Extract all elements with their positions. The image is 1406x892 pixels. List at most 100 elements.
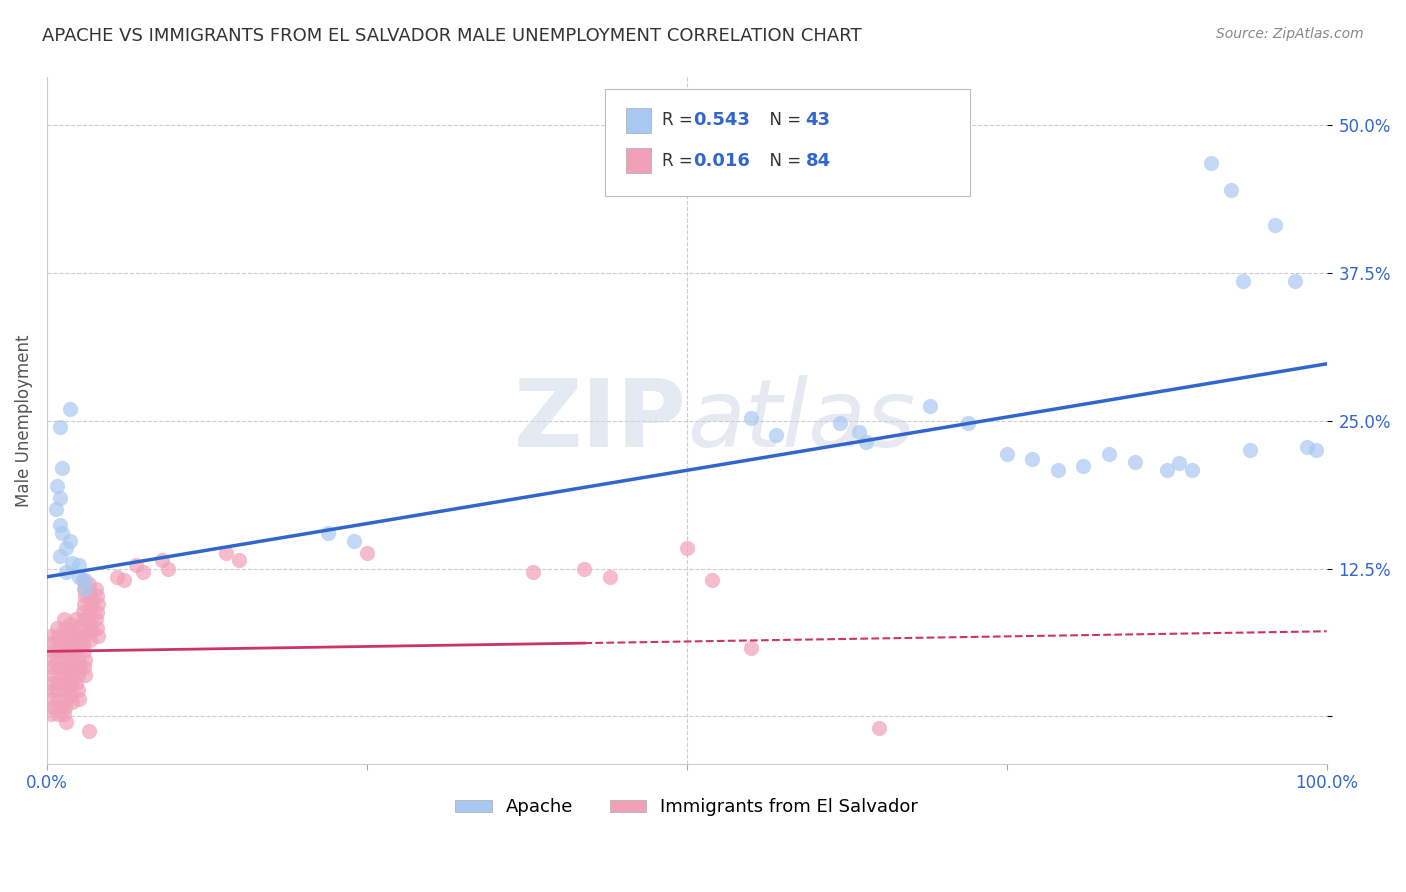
Point [59, 680, 82, 694]
Point [66, 621, 89, 635]
Point [53, 636, 76, 650]
Text: Source: ZipAtlas.com: Source: ZipAtlas.com [1216, 27, 1364, 41]
Point [65, 612, 87, 626]
Point [67, 570, 90, 584]
Point [868, 722, 890, 736]
Point [150, 553, 173, 567]
Point [46, 479, 69, 493]
Point [53, 700, 76, 714]
Point [41, 683, 63, 698]
Point [60, 672, 83, 686]
Point [86, 605, 108, 619]
Point [77, 723, 100, 738]
Point [80, 593, 103, 607]
Point [48, 636, 70, 650]
Point [80, 624, 103, 639]
Point [53, 668, 76, 682]
Point [48, 644, 70, 658]
Point [46, 621, 69, 635]
Point [73, 629, 96, 643]
Point [356, 546, 378, 560]
Point [318, 526, 340, 541]
Point [48, 549, 70, 563]
Point [855, 434, 877, 449]
Point [105, 570, 128, 584]
Point [48, 660, 70, 674]
Text: 0.543: 0.543 [693, 112, 749, 129]
Point [72, 574, 94, 588]
Text: 84: 84 [806, 152, 831, 169]
Point [41, 653, 63, 667]
Point [65, 644, 87, 658]
Point [48, 517, 70, 532]
Point [1156, 463, 1178, 477]
Point [1123, 455, 1146, 469]
Point [67, 660, 90, 674]
Point [1168, 456, 1191, 470]
Point [1021, 451, 1043, 466]
Text: APACHE VS IMMIGRANTS FROM EL SALVADOR MALE UNEMPLOYMENT CORRELATION CHART: APACHE VS IMMIGRANTS FROM EL SALVADOR MA… [42, 27, 862, 45]
Point [39, 629, 62, 643]
Point [55, 715, 77, 730]
Point [73, 660, 96, 674]
Point [740, 640, 762, 655]
Point [45, 502, 67, 516]
Point [79, 617, 101, 632]
Point [52, 676, 75, 690]
Text: 43: 43 [806, 112, 831, 129]
Point [62, 556, 84, 570]
Point [343, 534, 366, 549]
Point [1201, 155, 1223, 169]
Point [765, 427, 787, 442]
Point [599, 570, 621, 584]
Point [59, 617, 82, 632]
Point [75, 668, 97, 682]
Text: atlas: atlas [686, 376, 915, 467]
Point [41, 636, 63, 650]
Point [42, 700, 65, 714]
Point [51, 461, 73, 475]
Point [39, 691, 62, 706]
Point [59, 648, 82, 662]
Point [39, 707, 62, 722]
Point [48, 419, 70, 434]
Point [1098, 447, 1121, 461]
Point [79, 600, 101, 615]
Point [55, 691, 77, 706]
Point [79, 585, 101, 599]
Point [48, 629, 70, 643]
Point [918, 400, 941, 414]
Point [39, 676, 62, 690]
Point [1219, 183, 1241, 197]
Point [59, 401, 82, 416]
Y-axis label: Male Unemployment: Male Unemployment [15, 334, 32, 507]
Point [73, 644, 96, 658]
Point [42, 644, 65, 658]
Point [48, 491, 70, 505]
Point [48, 691, 70, 706]
Point [66, 653, 89, 667]
Point [157, 561, 180, 575]
Point [1284, 274, 1306, 288]
Point [215, 546, 238, 560]
Point [66, 636, 89, 650]
Text: ZIP: ZIP [513, 375, 686, 467]
Point [66, 668, 89, 682]
Point [72, 636, 94, 650]
Point [86, 589, 108, 603]
Point [55, 565, 77, 579]
Point [84, 582, 107, 596]
Point [1296, 440, 1319, 454]
Point [77, 577, 100, 591]
Point [1264, 219, 1286, 233]
Point [87, 597, 110, 611]
Point [72, 605, 94, 619]
Point [52, 644, 75, 658]
Text: N =: N = [759, 152, 807, 169]
Point [1073, 458, 1095, 473]
Point [51, 526, 73, 541]
Point [55, 629, 77, 643]
Text: 0.016: 0.016 [693, 152, 749, 169]
Point [53, 653, 76, 667]
Point [46, 653, 69, 667]
